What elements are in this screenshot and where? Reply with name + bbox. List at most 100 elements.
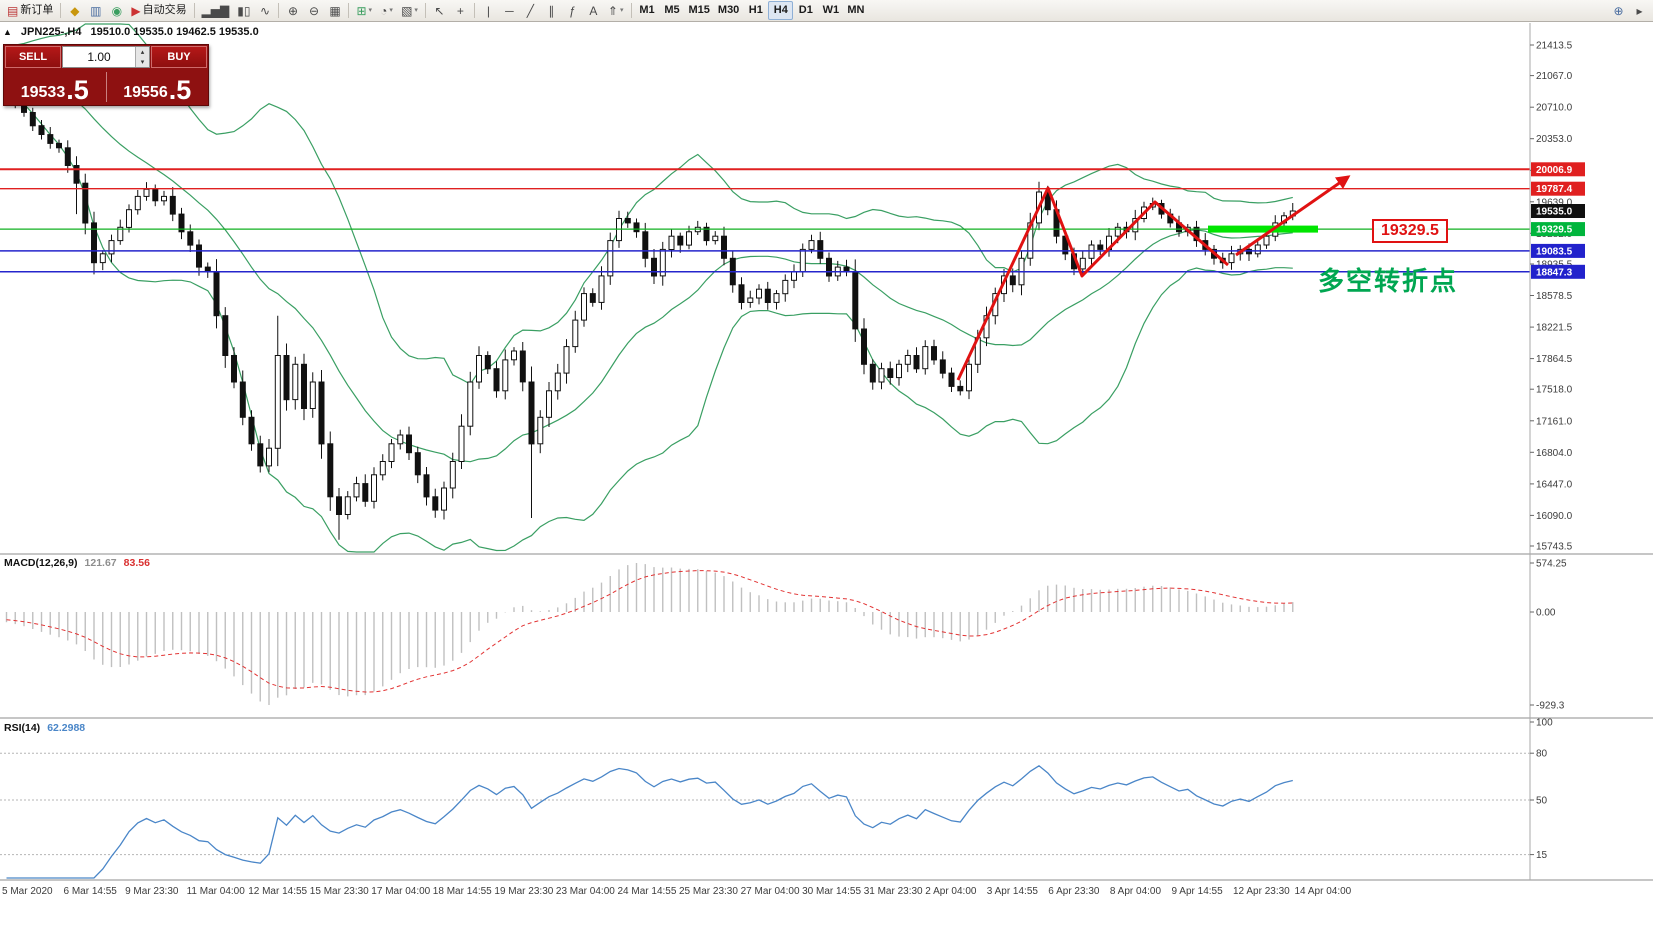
timeframe-m15[interactable]: M15 [685, 1, 714, 20]
timeframe-m30[interactable]: M30 [714, 1, 743, 20]
period-icon[interactable]: ◔ ▾ [376, 1, 397, 20]
svg-text:16804.0: 16804.0 [1536, 448, 1573, 459]
svg-text:27 Mar 04:00: 27 Mar 04:00 [741, 886, 800, 897]
text-icon[interactable]: A [583, 1, 604, 20]
zoom-chart-icon[interactable]: ⊕ [1608, 1, 1629, 20]
template-icon-glyph: ▧ [401, 3, 413, 18]
candlestick-chart-icon[interactable]: ▮▯ [233, 1, 254, 20]
toolbar-separator [473, 3, 475, 18]
svg-text:50: 50 [1536, 796, 1548, 807]
svg-text:17518.0: 17518.0 [1536, 385, 1573, 396]
candlestick-chart-icon-glyph: ▮▯ [237, 3, 251, 18]
zoom-out-icon[interactable]: ⊖ [303, 1, 324, 20]
time-axis[interactable]: 5 Mar 2020 6 Mar 14:55 9 Mar 23:30 11 Mar 0… [2, 886, 1352, 897]
period-icon-glyph: ◔ [380, 3, 388, 18]
drawn-annotations-layer[interactable] [956, 175, 1351, 381]
svg-text:18 Mar 14:55: 18 Mar 14:55 [433, 886, 492, 897]
indicators-icon[interactable]: ⊞ ▾ [352, 1, 376, 20]
chart-shift-icon[interactable]: ▸ [1629, 1, 1650, 20]
market-watch-icon-glyph: ▥ [90, 3, 102, 18]
timeframe-h1-label: H1 [748, 4, 763, 16]
toolbar-separator [60, 3, 62, 18]
market-watch-icon[interactable]: ▥ [85, 1, 106, 20]
autotrade-button-glyph: ▶ [131, 3, 141, 18]
svg-text:25 Mar 23:30: 25 Mar 23:30 [679, 886, 738, 897]
svg-text:19535.0: 19535.0 [1536, 207, 1573, 218]
crosshair-icon[interactable]: + [450, 1, 471, 20]
candles-layer [3, 81, 1296, 540]
connection-icon[interactable]: ◉ [106, 1, 127, 20]
autotrade-button-label: 自动交易 [142, 4, 187, 16]
timeframe-m1[interactable]: M1 [635, 1, 660, 20]
trendline-icon[interactable]: ╱ [520, 1, 541, 20]
bar-chart-icon[interactable]: ▂▅▇ [198, 1, 234, 20]
line-chart-icon-glyph: ∿ [259, 3, 271, 18]
svg-text:20353.0: 20353.0 [1536, 134, 1573, 145]
svg-text:24 Mar 14:55: 24 Mar 14:55 [618, 886, 677, 897]
one-click-expander-icon[interactable]: ▲ [3, 27, 12, 37]
price-axis[interactable]: 21413.521067.020710.020353.019996.019639… [1530, 41, 1585, 553]
autotrade-button[interactable]: ▶ 自动交易 [127, 1, 190, 20]
svg-text:11 Mar 04:00: 11 Mar 04:00 [187, 886, 246, 897]
price-divider [105, 72, 107, 102]
ask-pip: .5 [168, 75, 192, 106]
crosshair-icon-glyph: + [456, 3, 464, 18]
svg-text:12 Apr 23:30: 12 Apr 23:30 [1233, 886, 1290, 897]
svg-text:574.25: 574.25 [1536, 559, 1567, 570]
horizontal-line-icon[interactable]: ─ [499, 1, 520, 20]
timeframe-mn[interactable]: MN [843, 1, 868, 20]
turning-point-annotation[interactable]: 多空转折点 [1318, 266, 1459, 296]
svg-text:15 Mar 23:30: 15 Mar 23:30 [310, 886, 369, 897]
sell-button[interactable]: SELL [5, 46, 61, 68]
fibonacci-icon[interactable]: ƒ [562, 1, 583, 20]
indicators-icon-caret-icon: ▾ [368, 7, 373, 14]
svg-text:31 Mar 23:30: 31 Mar 23:30 [864, 886, 923, 897]
svg-text:19083.5: 19083.5 [1536, 246, 1573, 257]
arrows-icon[interactable]: ⇑ ▾ [604, 1, 628, 20]
bar-chart-icon-glyph: ▂▅▇ [201, 3, 230, 18]
svg-text:18221.5: 18221.5 [1536, 323, 1573, 334]
svg-text:14 Apr 04:00: 14 Apr 04:00 [1295, 886, 1352, 897]
bid-pip: .5 [66, 75, 89, 106]
volume-field[interactable]: 1.00 ▴ ▾ [62, 46, 150, 68]
timeframe-d1[interactable]: D1 [793, 1, 818, 20]
timeframe-h4[interactable]: H4 [768, 1, 794, 20]
svg-text:20710.0: 20710.0 [1536, 103, 1573, 114]
vertical-line-icon[interactable]: | [478, 1, 499, 20]
alerts-icon[interactable]: ◆ [64, 1, 85, 20]
spinner-down-icon[interactable]: ▾ [140, 58, 145, 66]
svg-text:5 Mar 2020: 5 Mar 2020 [2, 886, 53, 897]
new-order-button[interactable]: ▤ 新订单 [3, 1, 57, 20]
ask-main: 19556 [123, 83, 168, 101]
volume-value[interactable]: 1.00 [87, 50, 111, 64]
horizontal-line-icon-glyph: ─ [505, 3, 514, 18]
zoom-in-icon[interactable]: ⊕ [282, 1, 303, 20]
chart-canvas[interactable]: 21413.521067.020710.020353.019996.019639… [0, 22, 1653, 947]
template-icon[interactable]: ▧ ▾ [397, 1, 422, 20]
timeframe-w1[interactable]: W1 [818, 1, 843, 20]
volume-spinner[interactable]: ▴ ▾ [135, 47, 149, 67]
rsi-panel: 100 80 50 15 [0, 718, 1553, 879]
new-order-button-glyph: ▤ [7, 3, 19, 18]
tile-windows-icon[interactable]: ▦ [324, 1, 345, 20]
line-chart-icon[interactable]: ∿ [254, 1, 275, 20]
toolbar-separator [630, 3, 632, 18]
buy-button[interactable]: BUY [151, 46, 207, 68]
price-annotation-box[interactable]: 19329.5 [1372, 219, 1448, 243]
svg-text:17864.5: 17864.5 [1536, 354, 1573, 365]
timeframe-m30-label: M30 [717, 4, 740, 16]
timeframe-m1-label: M1 [639, 4, 655, 16]
fibonacci-icon-glyph: ƒ [569, 3, 576, 18]
rsi-value: 62.2988 [47, 722, 86, 734]
timeframe-m5[interactable]: M5 [660, 1, 685, 20]
svg-text:16090.0: 16090.0 [1536, 511, 1573, 522]
toolbar-separator [348, 3, 350, 18]
bid-price[interactable]: 19533.5 [4, 69, 106, 105]
spinner-up-icon[interactable]: ▴ [140, 48, 145, 56]
channel-icon[interactable]: ∥ [541, 1, 562, 20]
ask-price[interactable]: 19556.5 [107, 69, 209, 105]
timeframe-h1[interactable]: H1 [743, 1, 768, 20]
connection-icon-glyph: ◉ [111, 3, 123, 18]
cursor-icon[interactable]: ↖ [429, 1, 450, 20]
panel-separators[interactable] [0, 23, 1653, 881]
